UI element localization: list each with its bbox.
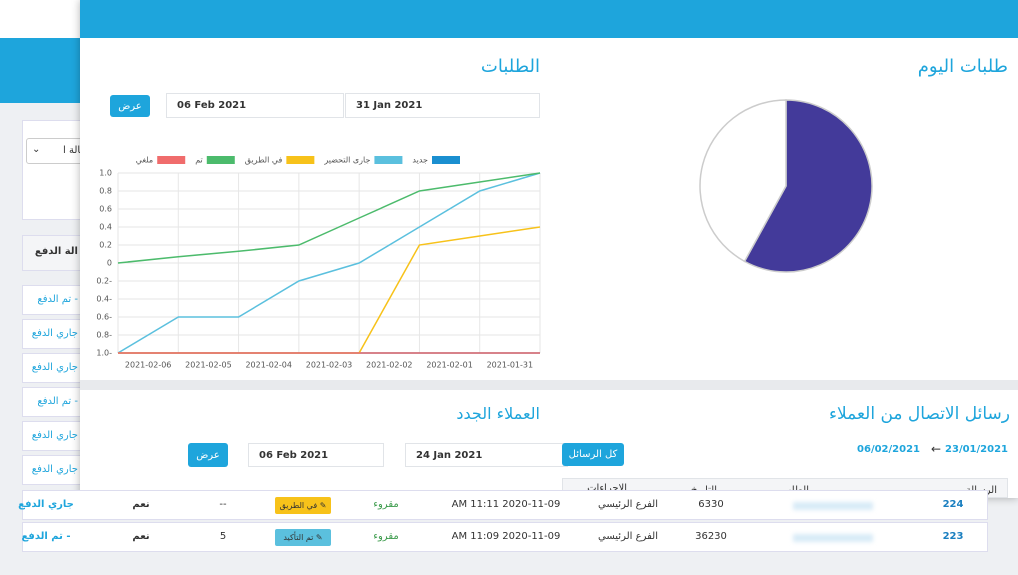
today-title: طلبات اليوم <box>917 56 1008 77</box>
filter-text: حالة ا <box>63 145 87 156</box>
blurred-text <box>793 534 873 542</box>
cell: 5 <box>219 531 227 542</box>
cell: الفرع الرئيسي <box>598 499 658 510</box>
bg-header <box>0 38 80 103</box>
table-row: 223 36230 الفرع الرئيسي AM 11:09 2020-11-09… <box>21 522 988 552</box>
side-row: تم الدفع - <box>22 387 82 417</box>
date-to[interactable]: 31 Jan 2021 <box>345 93 540 118</box>
status: جاري الدفع <box>31 328 78 339</box>
cell: مقروء <box>373 531 399 542</box>
bg-col-header: الة الدفع <box>22 235 82 271</box>
badge: في الطريق ✎ <box>275 497 331 514</box>
customers-from[interactable]: 06 Feb 2021 <box>248 443 384 467</box>
cell: نعم <box>132 531 150 542</box>
separator <box>80 380 1018 390</box>
badge: تم التأكيد ✎ <box>275 529 331 546</box>
blurred-text <box>793 502 873 510</box>
cell: -- <box>219 499 227 510</box>
status: جاري الدفع <box>31 430 78 441</box>
col-header: الة الدفع <box>34 246 78 257</box>
customers-view[interactable]: عرض <box>188 443 228 467</box>
cell: مقروء <box>373 499 399 510</box>
cell: تم الدفع - <box>21 531 71 542</box>
bg-filter[interactable]: حالة ا ⌄ <box>26 138 87 164</box>
arrow: ← <box>931 442 942 456</box>
cell: جاري الدفع <box>18 499 74 510</box>
date-from[interactable]: 06 Feb 2021 <box>166 93 344 118</box>
messages-title: رسائل الاتصال من العملاء <box>829 404 1010 424</box>
all-messages[interactable]: كل الرسائل <box>562 443 624 466</box>
status: تم الدفع - <box>37 396 78 407</box>
bg-top <box>0 0 80 38</box>
th: الاجراءات <box>587 483 627 494</box>
view-button[interactable]: عرض <box>110 95 150 117</box>
cell: AM 11:11 2020-11-09 <box>451 499 561 510</box>
cell: الفرع الرئيسي <box>598 531 658 542</box>
status: جاري الدفع <box>31 464 78 475</box>
caret: ⌄ <box>32 144 41 155</box>
messages-to: 23/01/2021 <box>945 444 1008 455</box>
bg-filter-card <box>22 120 82 220</box>
side-row: جاري الدفع <box>22 353 82 383</box>
customers-title: العملاء الجدد <box>456 404 540 423</box>
cell: 223 <box>942 531 964 542</box>
side-row: جاري الدفع <box>22 319 82 349</box>
cell: 36230 <box>695 531 727 542</box>
overlay-header <box>80 0 1018 38</box>
cell: 224 <box>942 499 964 510</box>
cell: AM 11:09 2020-11-09 <box>451 531 561 542</box>
side-row: جاري الدفع <box>22 455 82 485</box>
cell: 6330 <box>698 499 724 510</box>
status: جاري الدفع <box>31 362 78 373</box>
customers-to[interactable]: 24 Jan 2021 <box>405 443 568 467</box>
side-row: جاري الدفع <box>22 421 82 451</box>
orders-title: الطلبات <box>480 56 540 77</box>
messages-from: 06/02/2021 <box>857 444 920 455</box>
status: تم الدفع - <box>37 294 78 305</box>
side-row: تم الدفع - <box>22 285 82 315</box>
table-row: 224 6330 الفرع الرئيسي AM 11:11 2020-11-09 م… <box>18 490 988 520</box>
cell: نعم <box>132 499 150 510</box>
